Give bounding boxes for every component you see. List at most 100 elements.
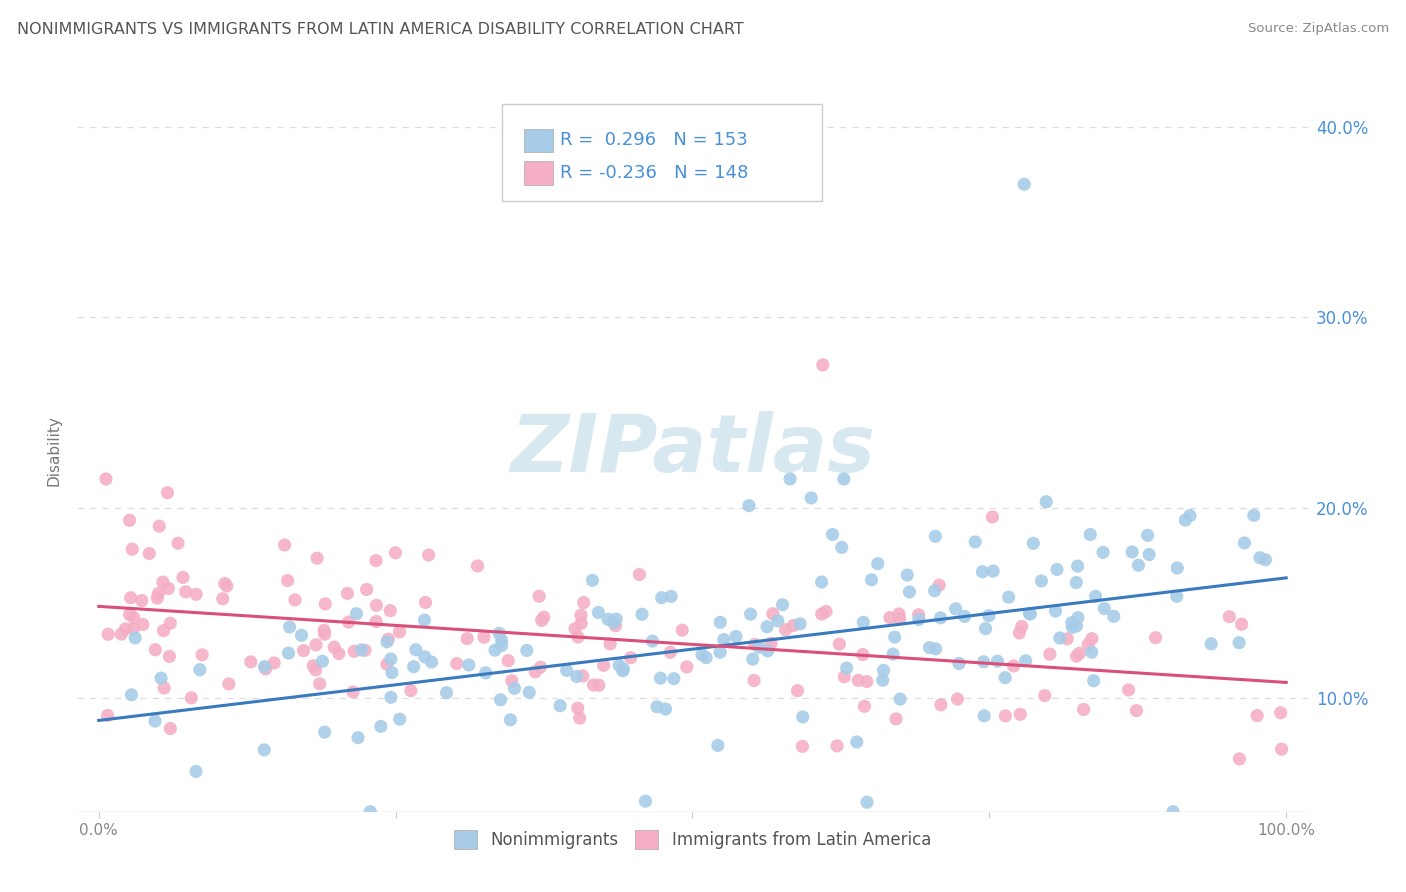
Point <box>724 630 747 644</box>
Point <box>402 659 425 673</box>
Point <box>548 698 571 713</box>
Point <box>974 622 997 636</box>
Point <box>277 646 299 660</box>
Point <box>883 630 905 644</box>
Point <box>789 616 811 631</box>
Point <box>612 664 634 678</box>
Point <box>118 513 141 527</box>
Point <box>1019 607 1042 621</box>
Point <box>1064 575 1087 590</box>
Point <box>530 613 553 627</box>
Point <box>131 593 153 607</box>
Point <box>569 608 592 623</box>
FancyBboxPatch shape <box>524 161 554 185</box>
Point <box>792 739 814 754</box>
Point <box>342 685 364 699</box>
Point <box>709 615 731 630</box>
Point <box>533 610 555 624</box>
Point <box>981 564 1004 578</box>
Point <box>1092 601 1115 615</box>
Point <box>413 613 436 627</box>
Point <box>896 568 918 582</box>
Point <box>1128 558 1150 573</box>
Point <box>592 658 614 673</box>
Point <box>467 558 489 573</box>
Point <box>713 632 735 647</box>
Point <box>620 650 643 665</box>
Point <box>569 616 592 631</box>
Point <box>388 624 411 639</box>
Point <box>305 663 328 677</box>
Point <box>810 574 832 589</box>
Point <box>634 794 657 808</box>
Point <box>1227 635 1250 649</box>
Point <box>889 692 911 706</box>
Point <box>779 472 801 486</box>
Point <box>928 578 950 592</box>
Point <box>484 643 506 657</box>
Point <box>337 615 360 629</box>
Point <box>527 589 550 603</box>
Point <box>766 614 789 628</box>
Point <box>607 658 630 673</box>
Point <box>945 602 967 616</box>
Point <box>994 709 1017 723</box>
Point <box>1271 742 1294 756</box>
Point <box>907 607 929 622</box>
Point <box>1049 631 1071 645</box>
Point <box>253 659 276 673</box>
Legend: Nonimmigrants, Immigrants from Latin America: Nonimmigrants, Immigrants from Latin Ame… <box>446 822 939 857</box>
Point <box>772 598 794 612</box>
Point <box>380 604 402 618</box>
Point <box>811 358 834 372</box>
Point <box>278 620 301 634</box>
Point <box>143 642 166 657</box>
Point <box>855 674 877 689</box>
Point <box>599 637 621 651</box>
Point <box>1046 562 1069 576</box>
Point <box>159 722 181 736</box>
Point <box>157 582 180 596</box>
Point <box>675 660 697 674</box>
Point <box>159 649 181 664</box>
Point <box>882 647 904 661</box>
Point <box>659 590 682 604</box>
Point <box>831 541 853 555</box>
Point <box>973 708 995 723</box>
Point <box>814 605 837 619</box>
Point <box>924 641 946 656</box>
Point <box>997 590 1019 604</box>
Point <box>1056 632 1078 646</box>
Point <box>152 624 174 638</box>
Point <box>354 643 377 657</box>
Point <box>180 690 202 705</box>
Point <box>263 656 285 670</box>
Point <box>872 673 894 688</box>
Point <box>852 615 875 630</box>
Point <box>1270 706 1292 720</box>
Point <box>186 587 208 601</box>
Point <box>312 624 335 638</box>
Point <box>503 681 526 696</box>
Point <box>946 692 969 706</box>
Point <box>759 636 782 650</box>
Point <box>97 708 120 723</box>
Point <box>709 645 731 659</box>
Point <box>284 593 307 607</box>
Point <box>994 671 1017 685</box>
Point <box>314 627 336 641</box>
Point <box>474 665 496 680</box>
Point <box>654 702 676 716</box>
Point <box>1077 637 1099 651</box>
Text: ZIPatlas: ZIPatlas <box>510 411 875 490</box>
Point <box>174 585 197 599</box>
Point <box>565 669 588 683</box>
Point <box>121 542 143 557</box>
Point <box>350 643 373 657</box>
Point <box>828 637 851 651</box>
Point <box>572 596 595 610</box>
Point <box>380 690 402 705</box>
Point <box>346 607 368 621</box>
Point <box>1166 561 1188 575</box>
Point <box>965 535 987 549</box>
